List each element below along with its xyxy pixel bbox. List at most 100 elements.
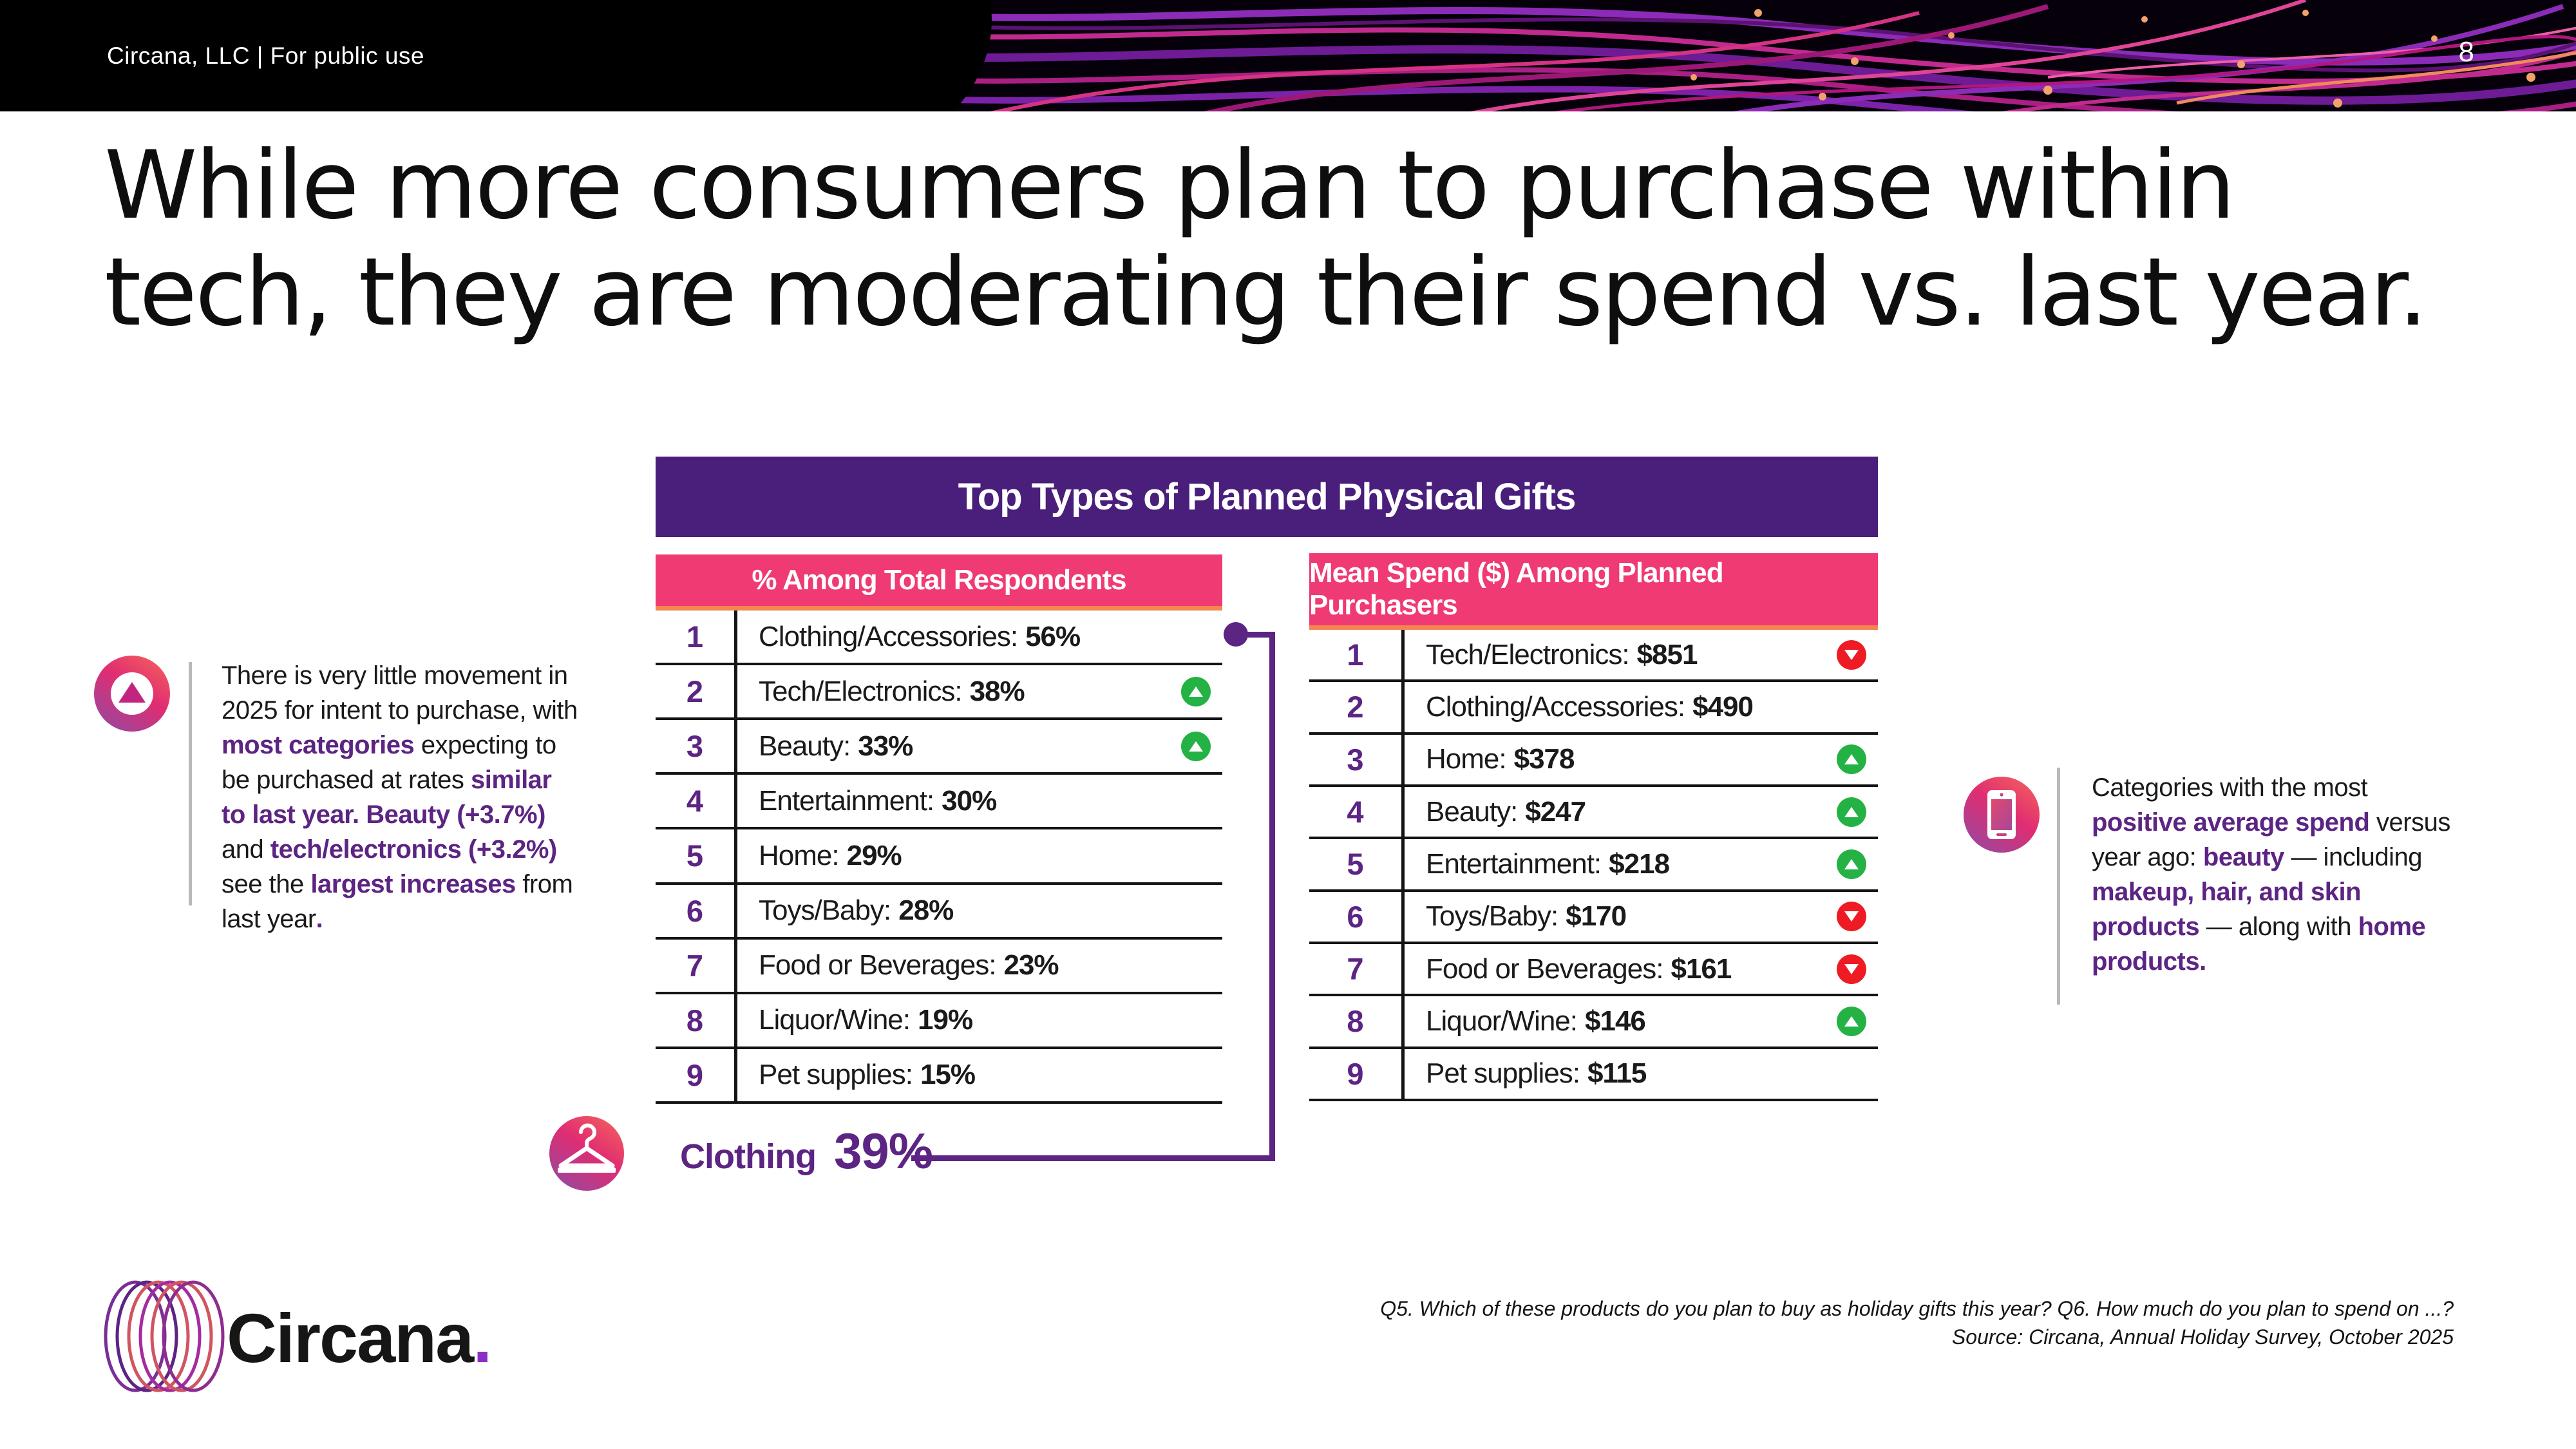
respondents-table: % Among Total Respondents 1 Clothing/Acc…: [656, 554, 1222, 1104]
trend-arrow-icon: [1837, 1006, 1866, 1036]
category-label: Toys/Baby:: [1426, 900, 1558, 933]
rank-divider-line: [1401, 630, 1405, 1101]
table-title-bar: Top Types of Planned Physical Gifts: [656, 457, 1878, 537]
clothing-callout: Clothing 39%: [680, 1122, 933, 1180]
spend-table: Mean Spend ($) Among Planned Purchasers …: [1309, 553, 1878, 1101]
rank-cell: 5: [686, 838, 704, 873]
category-value: $218: [1609, 848, 1670, 880]
category-cell: Liquor/Wine: $146: [1401, 1005, 1878, 1037]
category-label: Clothing/Accessories:: [1426, 690, 1685, 723]
table-row: 6 Toys/Baby: $170: [1309, 892, 1878, 944]
rank-cell: 9: [686, 1057, 704, 1092]
table-row: 5 Home: 29%: [656, 829, 1222, 885]
rank-cell: 1: [686, 620, 704, 654]
top-banner: Circana, LLC | For public use 8: [0, 0, 2576, 111]
callout-label: Clothing: [680, 1137, 817, 1176]
rank-cell: 7: [686, 948, 704, 983]
banner-wave-pattern: [824, 0, 2576, 111]
category-label: Pet supplies:: [759, 1059, 913, 1091]
trend-arrow-icon: [1181, 731, 1211, 761]
spend-table-header: Mean Spend ($) Among Planned Purchasers: [1309, 553, 1878, 630]
category-cell: Clothing/Accessories: $490: [1401, 691, 1878, 723]
connector-line: [1240, 632, 1275, 638]
category-value: 23%: [1003, 949, 1059, 981]
rank-cell: 7: [1347, 952, 1364, 987]
trend-arrow-icon: [1837, 849, 1866, 879]
category-label: Liquor/Wine:: [759, 1004, 911, 1036]
category-value: 28%: [898, 895, 954, 927]
rank-cell: 4: [686, 784, 704, 819]
category-value: $247: [1525, 795, 1586, 828]
category-cell: Beauty: $247: [1401, 796, 1878, 828]
spend-table-rows: 1 Tech/Electronics: $851 2 Clothing/Acce…: [1309, 630, 1878, 1101]
category-cell: Food or Beverages: 23%: [734, 949, 1222, 981]
category-cell: Pet supplies: $115: [1401, 1057, 1878, 1090]
hanger-badge-icon: [549, 1116, 624, 1191]
category-value: $490: [1692, 690, 1754, 723]
trend-arrow-icon: [1837, 744, 1866, 775]
category-value: 38%: [969, 675, 1025, 707]
rank-cell: 5: [1347, 847, 1364, 882]
category-label: Toys/Baby:: [759, 895, 891, 927]
category-cell: Clothing/Accessories: 56%: [734, 621, 1222, 653]
connector-line: [1269, 632, 1275, 1161]
category-cell: Home: 29%: [734, 840, 1222, 872]
slide-title-line2: tech, they are moderating their spend vs…: [104, 238, 2428, 347]
table-row: 5 Entertainment: $218: [1309, 839, 1878, 892]
trend-arrow-icon: [1837, 954, 1866, 984]
note-divider: [2057, 768, 2060, 1005]
rank-cell: 8: [1347, 1004, 1364, 1039]
table-row: 1 Clothing/Accessories: 56%: [656, 611, 1222, 666]
category-value: $115: [1587, 1057, 1647, 1090]
category-value: 19%: [918, 1004, 973, 1036]
source-footnote: Q5. Which of these products do you plan …: [1380, 1294, 2454, 1351]
trend-arrow-icon: [1837, 797, 1866, 827]
banner-classification-text: Circana, LLC | For public use: [107, 42, 424, 69]
category-cell: Beauty: 33%: [734, 730, 1222, 762]
slide-title: While more consumers plan to purchase wi…: [104, 132, 2545, 346]
category-value: 33%: [858, 730, 913, 762]
trend-arrow-icon: [1837, 639, 1866, 670]
category-label: Food or Beverages:: [759, 949, 996, 981]
rank-cell: 1: [1347, 638, 1364, 672]
rank-cell: 3: [1347, 742, 1364, 777]
category-value: 29%: [846, 839, 902, 871]
category-cell: Pet supplies: 15%: [734, 1059, 1222, 1091]
circana-logo: Circana.: [97, 1278, 492, 1397]
rank-cell: 8: [686, 1003, 704, 1037]
footnote-source-line: Source: Circana, Annual Holiday Survey, …: [1951, 1325, 2454, 1349]
table-row: 9 Pet supplies: $115: [1309, 1049, 1878, 1101]
category-value: $146: [1585, 1005, 1646, 1037]
hanger-icon: [558, 1123, 616, 1173]
category-value: 15%: [920, 1059, 976, 1091]
category-value: $851: [1636, 638, 1698, 670]
category-label: Home:: [759, 839, 840, 871]
category-cell: Tech/Electronics: 38%: [734, 676, 1222, 708]
category-value: $378: [1513, 743, 1575, 775]
intent-note-text: There is very little movement in 2025 fo…: [222, 661, 578, 933]
category-label: Tech/Electronics:: [1426, 638, 1630, 670]
circana-logo-text: Circana.: [227, 1299, 492, 1377]
table-row: 2 Clothing/Accessories: $490: [1309, 682, 1878, 735]
page-number: 8: [2458, 36, 2474, 68]
phone-badge-icon: [1964, 777, 2040, 853]
trend-arrow-icon: [1837, 902, 1866, 932]
table-row: 6 Toys/Baby: 28%: [656, 885, 1222, 940]
table-row: 2 Tech/Electronics: 38%: [656, 665, 1222, 721]
category-cell: Liquor/Wine: 19%: [734, 1004, 1222, 1036]
table-row: 3 Beauty: 33%: [656, 720, 1222, 775]
rank-cell: 6: [1347, 899, 1364, 934]
table-row: 7 Food or Beverages: $161: [1309, 944, 1878, 997]
rank-cell: 2: [1347, 690, 1364, 724]
table-row: 4 Entertainment: 30%: [656, 775, 1222, 830]
logo-dot: .: [473, 1299, 492, 1377]
circana-logo-coil-icon: [104, 1280, 225, 1392]
category-value: 56%: [1025, 620, 1081, 652]
category-label: Entertainment:: [1426, 848, 1602, 880]
phone-icon: [1987, 790, 2016, 839]
table-row: 8 Liquor/Wine: $146: [1309, 996, 1878, 1049]
slide-title-line1: While more consumers plan to purchase wi…: [104, 131, 2235, 240]
category-label: Clothing/Accessories:: [759, 620, 1018, 652]
table-row: 8 Liquor/Wine: 19%: [656, 994, 1222, 1049]
category-label: Liquor/Wine:: [1426, 1005, 1578, 1037]
